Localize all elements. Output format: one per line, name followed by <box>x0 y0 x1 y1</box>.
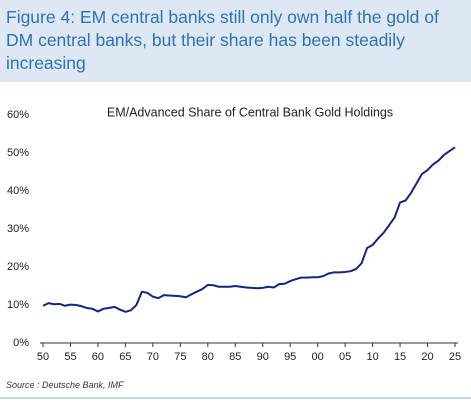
x-tick-label: 20 <box>421 351 433 363</box>
y-tick-label: 20% <box>7 261 29 273</box>
x-tick-label: 10 <box>366 351 378 363</box>
x-tick-label: 95 <box>284 351 296 363</box>
x-tick-label: 80 <box>202 351 214 363</box>
x-tick-label: 85 <box>229 351 241 363</box>
x-tick-label: 70 <box>147 351 159 363</box>
x-tick-label: 75 <box>174 351 186 363</box>
x-tick-label: 90 <box>257 351 269 363</box>
y-tick-label: 0% <box>13 337 29 349</box>
x-tick-label: 55 <box>64 351 76 363</box>
x-tick-label: 65 <box>119 351 131 363</box>
data-line <box>42 146 456 313</box>
chart-title: Figure 4: EM central banks still only ow… <box>6 7 439 73</box>
x-tick-label: 25 <box>449 351 461 363</box>
y-tick-label: 40% <box>7 185 29 197</box>
bottom-rule <box>0 397 471 399</box>
x-tick-label: 05 <box>339 351 351 363</box>
x-tick-label: 00 <box>312 351 324 363</box>
y-tick-label: 50% <box>7 147 29 159</box>
y-tick-label: 10% <box>7 299 29 311</box>
x-tick-label: 50 <box>37 351 49 363</box>
x-tick-label: 60 <box>92 351 104 363</box>
header-band <box>0 0 471 82</box>
y-tick-label: 60% <box>7 109 29 121</box>
source-note: Source : Deutsche Bank, IMF <box>6 380 124 390</box>
y-tick-label: 30% <box>7 223 29 235</box>
x-tick-label: 15 <box>394 351 406 363</box>
chart-subtitle: EM/Advanced Share of Central Bank Gold H… <box>107 105 393 119</box>
